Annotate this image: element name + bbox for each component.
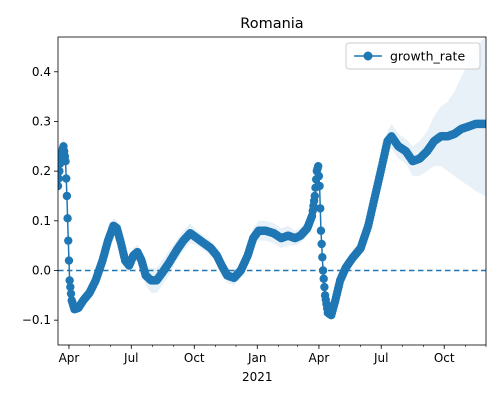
x-tick-label: Oct [434, 351, 455, 365]
data-point [314, 161, 323, 171]
data-point [315, 181, 324, 191]
data-point [64, 236, 73, 245]
confidence-band [58, 37, 486, 321]
x-axis-ticks: Apr Jul Oct Jan Apr Jul Oct [59, 345, 487, 365]
data-point [61, 156, 70, 166]
y-tick-label: 0.2 [32, 164, 51, 178]
y-tick-label: 0.1 [32, 214, 51, 228]
data-point [481, 119, 486, 129]
confidence-band-layer [58, 37, 486, 321]
data-point [66, 282, 75, 292]
data-point [65, 276, 74, 285]
data-point [318, 253, 327, 262]
data-point [314, 171, 324, 181]
x-tick-label: Apr [309, 351, 330, 365]
x-tick-label: Jan [247, 351, 267, 365]
y-tick-label: 0.0 [32, 263, 51, 277]
legend-marker-swatch [363, 51, 373, 61]
data-point [66, 289, 76, 298]
y-tick-label: 0.4 [32, 65, 51, 79]
x-axis-year-label: 2021 [242, 370, 273, 384]
data-point [58, 181, 63, 191]
data-point [63, 214, 72, 223]
x-tick-label: Jul [373, 351, 388, 365]
y-tick-label: 0.3 [32, 114, 51, 128]
data-point [64, 256, 74, 265]
data-point [58, 166, 64, 176]
legend-box [345, 42, 481, 70]
data-point [320, 282, 329, 292]
data-point [58, 174, 63, 183]
series-marker-layer [58, 119, 486, 320]
data-point [318, 266, 328, 275]
x-tick-label: Jul [123, 351, 138, 365]
plot-frame [57, 36, 487, 346]
data-point [316, 204, 325, 213]
data-point [310, 191, 319, 201]
legend: growth_rate [345, 42, 481, 70]
legend-label: growth_rate [390, 49, 465, 64]
data-point [62, 191, 72, 201]
y-axis-ticks: −0.1 0.0 0.1 0.2 0.3 0.4 [22, 65, 58, 327]
y-tick-label: −0.1 [22, 313, 51, 327]
data-point [316, 226, 326, 235]
data-point [317, 239, 326, 249]
x-tick-label: Apr [59, 351, 80, 365]
chart-title: Romania [240, 16, 303, 32]
data-point [319, 274, 328, 283]
data-point [62, 174, 71, 183]
x-tick-label: Oct [184, 351, 205, 365]
